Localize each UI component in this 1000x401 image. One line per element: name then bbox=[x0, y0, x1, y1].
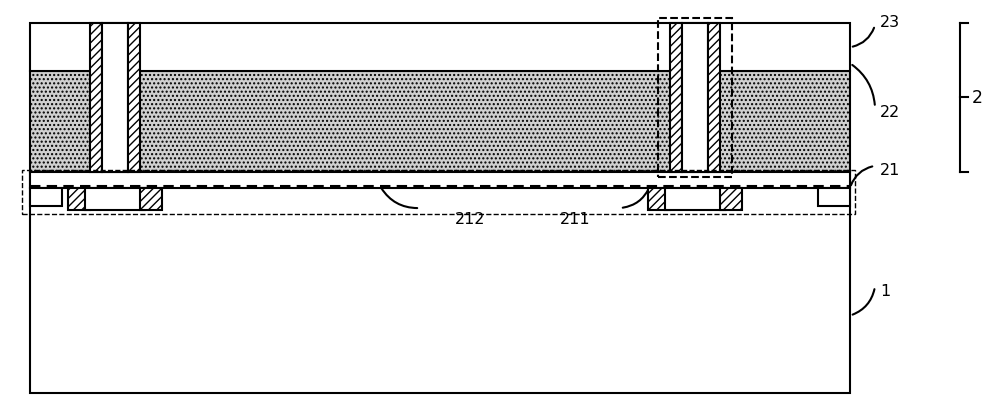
Bar bbox=[30, 72, 850, 172]
Bar bbox=[708, 24, 720, 172]
Bar bbox=[30, 172, 850, 188]
Bar bbox=[22, 170, 855, 215]
Bar bbox=[128, 24, 140, 172]
Bar bbox=[140, 188, 162, 211]
Text: 22: 22 bbox=[880, 105, 900, 120]
Bar bbox=[30, 172, 850, 393]
Bar bbox=[30, 24, 850, 72]
Bar bbox=[658, 19, 732, 177]
Text: 1: 1 bbox=[880, 283, 890, 298]
Bar bbox=[665, 188, 725, 211]
Bar bbox=[68, 188, 90, 211]
Bar bbox=[648, 188, 670, 211]
Bar bbox=[85, 188, 145, 211]
Bar bbox=[102, 24, 128, 172]
Text: 21: 21 bbox=[880, 163, 900, 178]
Text: 211: 211 bbox=[560, 211, 590, 226]
Bar bbox=[670, 24, 682, 172]
Bar bbox=[818, 188, 850, 207]
Text: 2: 2 bbox=[972, 89, 983, 107]
Bar bbox=[30, 188, 62, 207]
Text: 212: 212 bbox=[455, 211, 485, 226]
Text: 23: 23 bbox=[880, 14, 900, 30]
Bar bbox=[682, 24, 708, 172]
Bar bbox=[90, 24, 102, 172]
Bar bbox=[720, 188, 742, 211]
